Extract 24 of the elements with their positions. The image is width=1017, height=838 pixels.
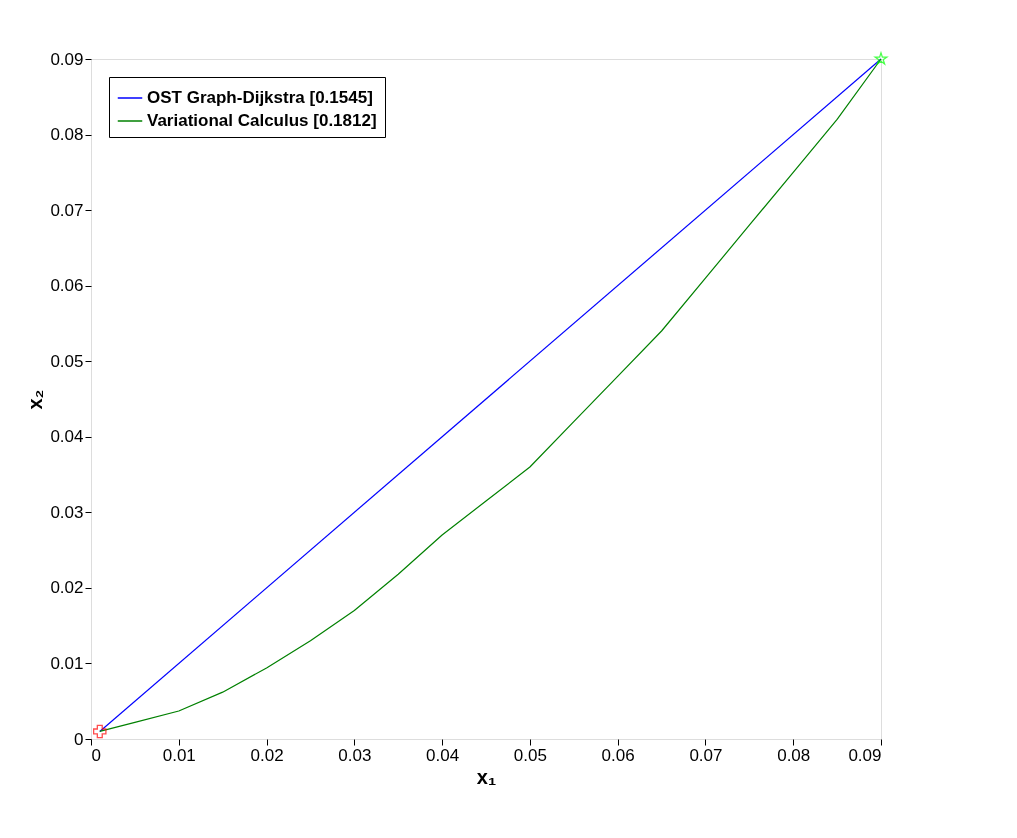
y-tick-label: 0.01 (50, 653, 84, 673)
legend-label: OST Graph-Dijkstra [0.1545] (147, 88, 373, 107)
y-tick-label: 0.08 (50, 125, 84, 145)
x-tick-label: 0.03 (338, 745, 372, 765)
x-tick-label: 0.05 (513, 745, 547, 765)
y-tick-label: 0.05 (50, 351, 84, 371)
y-tick-label: 0.07 (50, 200, 84, 220)
x-tick-label: 0.02 (250, 745, 284, 765)
y-tick-label: 0.09 (50, 49, 84, 69)
legend-label: Variational Calculus [0.1812] (147, 111, 377, 130)
y-tick-label: 0 (74, 729, 84, 749)
x-tick-label: 0.04 (426, 745, 460, 765)
y-tick-label: 0.06 (50, 276, 84, 296)
x-tick-label: 0.07 (689, 745, 723, 765)
x-axis-title: x₁ (476, 765, 497, 788)
x-tick-label: 0.06 (601, 745, 635, 765)
y-axis-title: x₂ (24, 389, 47, 410)
y-tick-label: 0.04 (50, 427, 84, 447)
y-tick-label: 0.02 (50, 578, 84, 598)
x-tick-label: 0.01 (162, 745, 196, 765)
x-tick-label: 0 (91, 745, 101, 765)
x-tick-label: 0.08 (777, 745, 811, 765)
y-tick-label: 0.03 (50, 502, 84, 522)
x-tick-label: 0.09 (848, 745, 882, 765)
